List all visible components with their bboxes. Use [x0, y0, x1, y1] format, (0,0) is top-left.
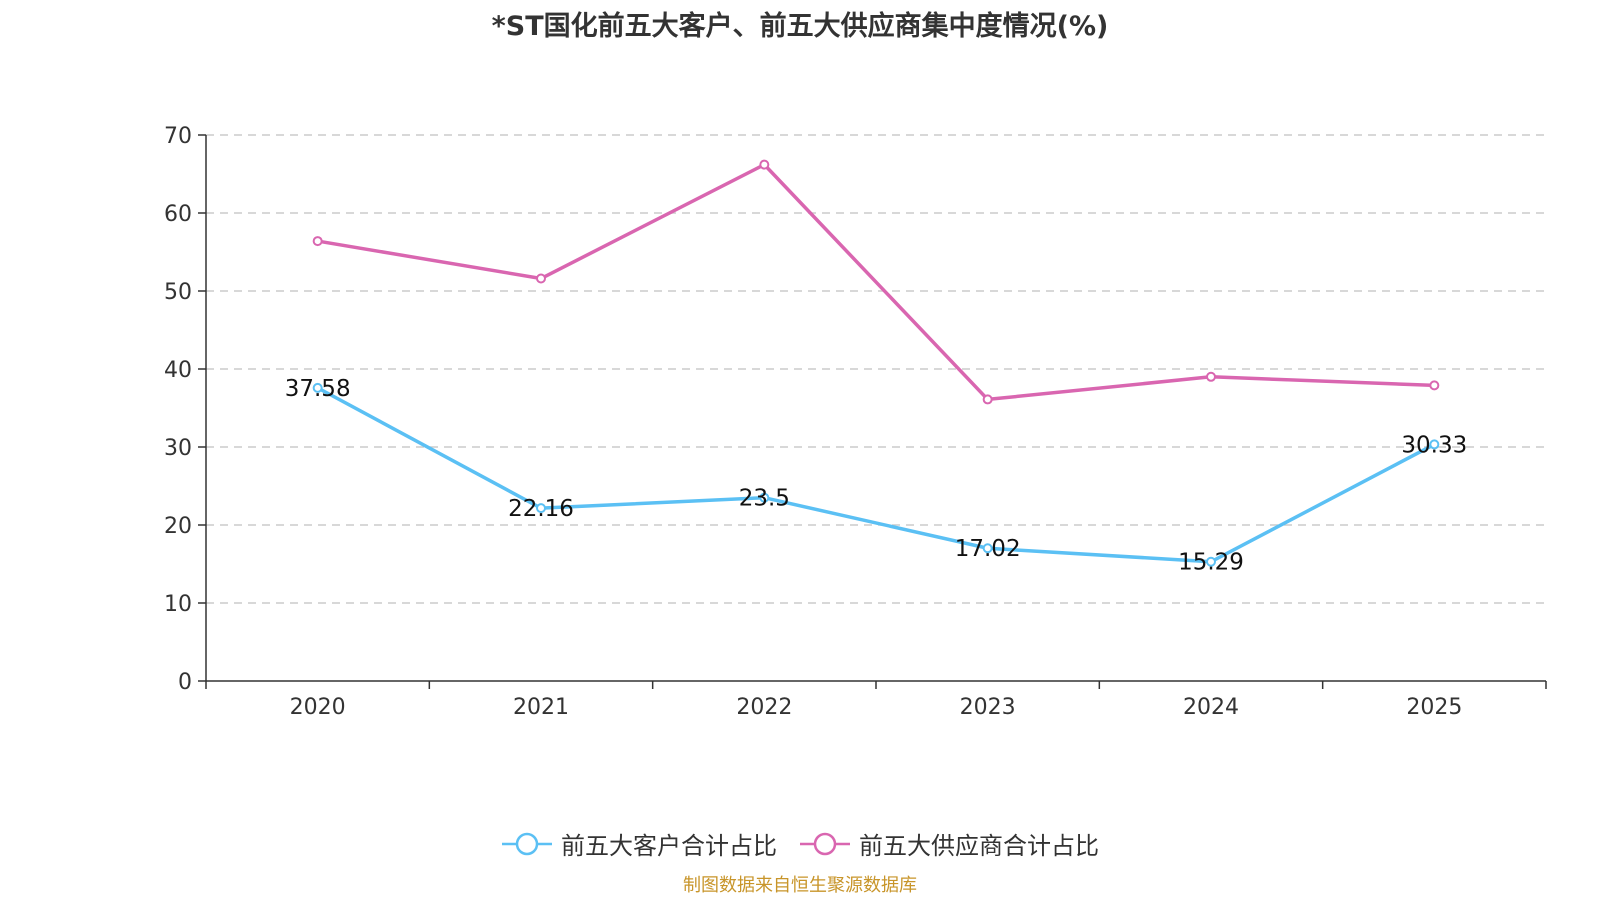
y-tick-label: 30: [164, 436, 192, 461]
data-label: 22.16: [508, 496, 574, 522]
legend-label: 前五大供应商合计占比: [859, 832, 1099, 860]
legend-circle-icon: [502, 832, 552, 855]
data-point: [1429, 439, 1440, 450]
data-point: [536, 273, 546, 284]
y-tick-label: 60: [164, 202, 192, 227]
y-tick-label: 50: [164, 280, 192, 305]
x-tick-label: 2022: [736, 695, 792, 720]
y-tick-label: 0: [178, 670, 192, 695]
data-point: [1206, 371, 1216, 382]
legend-label: 前五大客户合计占比: [561, 832, 777, 860]
legend-item-suppliers[interactable]: 前五大供应商合计占比: [799, 826, 1099, 861]
y-tick-label: 10: [164, 592, 192, 617]
x-tick-label: 2021: [513, 695, 569, 720]
data-point: [312, 382, 323, 393]
data-point: [982, 394, 993, 405]
data-point: [1429, 380, 1440, 391]
x-tick-label: 2020: [290, 695, 346, 720]
data-point: [536, 503, 546, 514]
data-label: 23.5: [739, 486, 790, 512]
data-point: [312, 236, 323, 247]
data-label: 37.58: [285, 376, 351, 402]
source-note: 制图数据来自恒生聚源数据库: [683, 875, 917, 896]
x-tick-label: 2025: [1406, 695, 1462, 720]
legend-item-customers[interactable]: 前五大客户合计占比: [501, 826, 777, 861]
data-label: 15.29: [1178, 550, 1244, 576]
data-label: 17.02: [955, 536, 1021, 562]
y-tick-label: 70: [164, 124, 192, 149]
data-point: [759, 492, 770, 503]
data-point: [982, 543, 993, 554]
data-point: [759, 159, 770, 170]
x-tick-label: 2024: [1183, 695, 1239, 720]
legend-circle-icon: [800, 832, 850, 855]
series-line-0: [316, 386, 1436, 564]
legend: 前五大客户合计占比 前五大供应商合计占比: [0, 826, 1600, 861]
x-tick-label: 2023: [960, 695, 1016, 720]
y-tick-label: 40: [164, 358, 192, 383]
series-line-1: [317, 162, 1435, 402]
data-label: 30.33: [1401, 432, 1467, 458]
y-tick-label: 20: [164, 514, 192, 539]
data-point: [1206, 556, 1216, 567]
chart-title: *ST国化前五大客户、前五大供应商集中度情况(%): [491, 11, 1109, 42]
